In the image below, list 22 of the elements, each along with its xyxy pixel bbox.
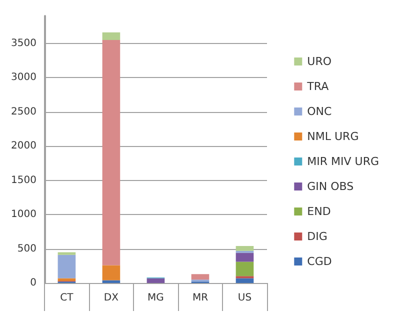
y-tick-label: 1500 [10, 174, 36, 186]
x-tick-label: CT [60, 292, 74, 304]
y-tick-label: 2500 [10, 106, 36, 118]
legend-label: ONC [307, 105, 332, 118]
legend-label: URO [307, 55, 332, 68]
legend-label: TRA [306, 80, 330, 93]
y-tick-label: 3000 [10, 72, 36, 84]
x-tick-label: DX [104, 292, 119, 304]
y-tick-label: 0 [30, 278, 36, 288]
legend-label: MIR MIV URG [307, 155, 380, 168]
x-tick-label: MR [192, 292, 208, 304]
legend-label: NML URG [307, 130, 359, 143]
y-tick-label: 2000 [10, 140, 36, 152]
legend-label: GIN OBS [307, 180, 354, 193]
y-tick-label: 3500 [10, 38, 36, 49]
legend-label: END [307, 205, 331, 218]
y-tick-label: 500 [17, 243, 36, 254]
legend-label: DIG [307, 230, 328, 243]
x-tick-label: US [238, 292, 252, 304]
y-tick-label: 1000 [10, 209, 36, 220]
x-tick-label: MG [148, 292, 164, 304]
legend-label: CGD [307, 255, 332, 268]
